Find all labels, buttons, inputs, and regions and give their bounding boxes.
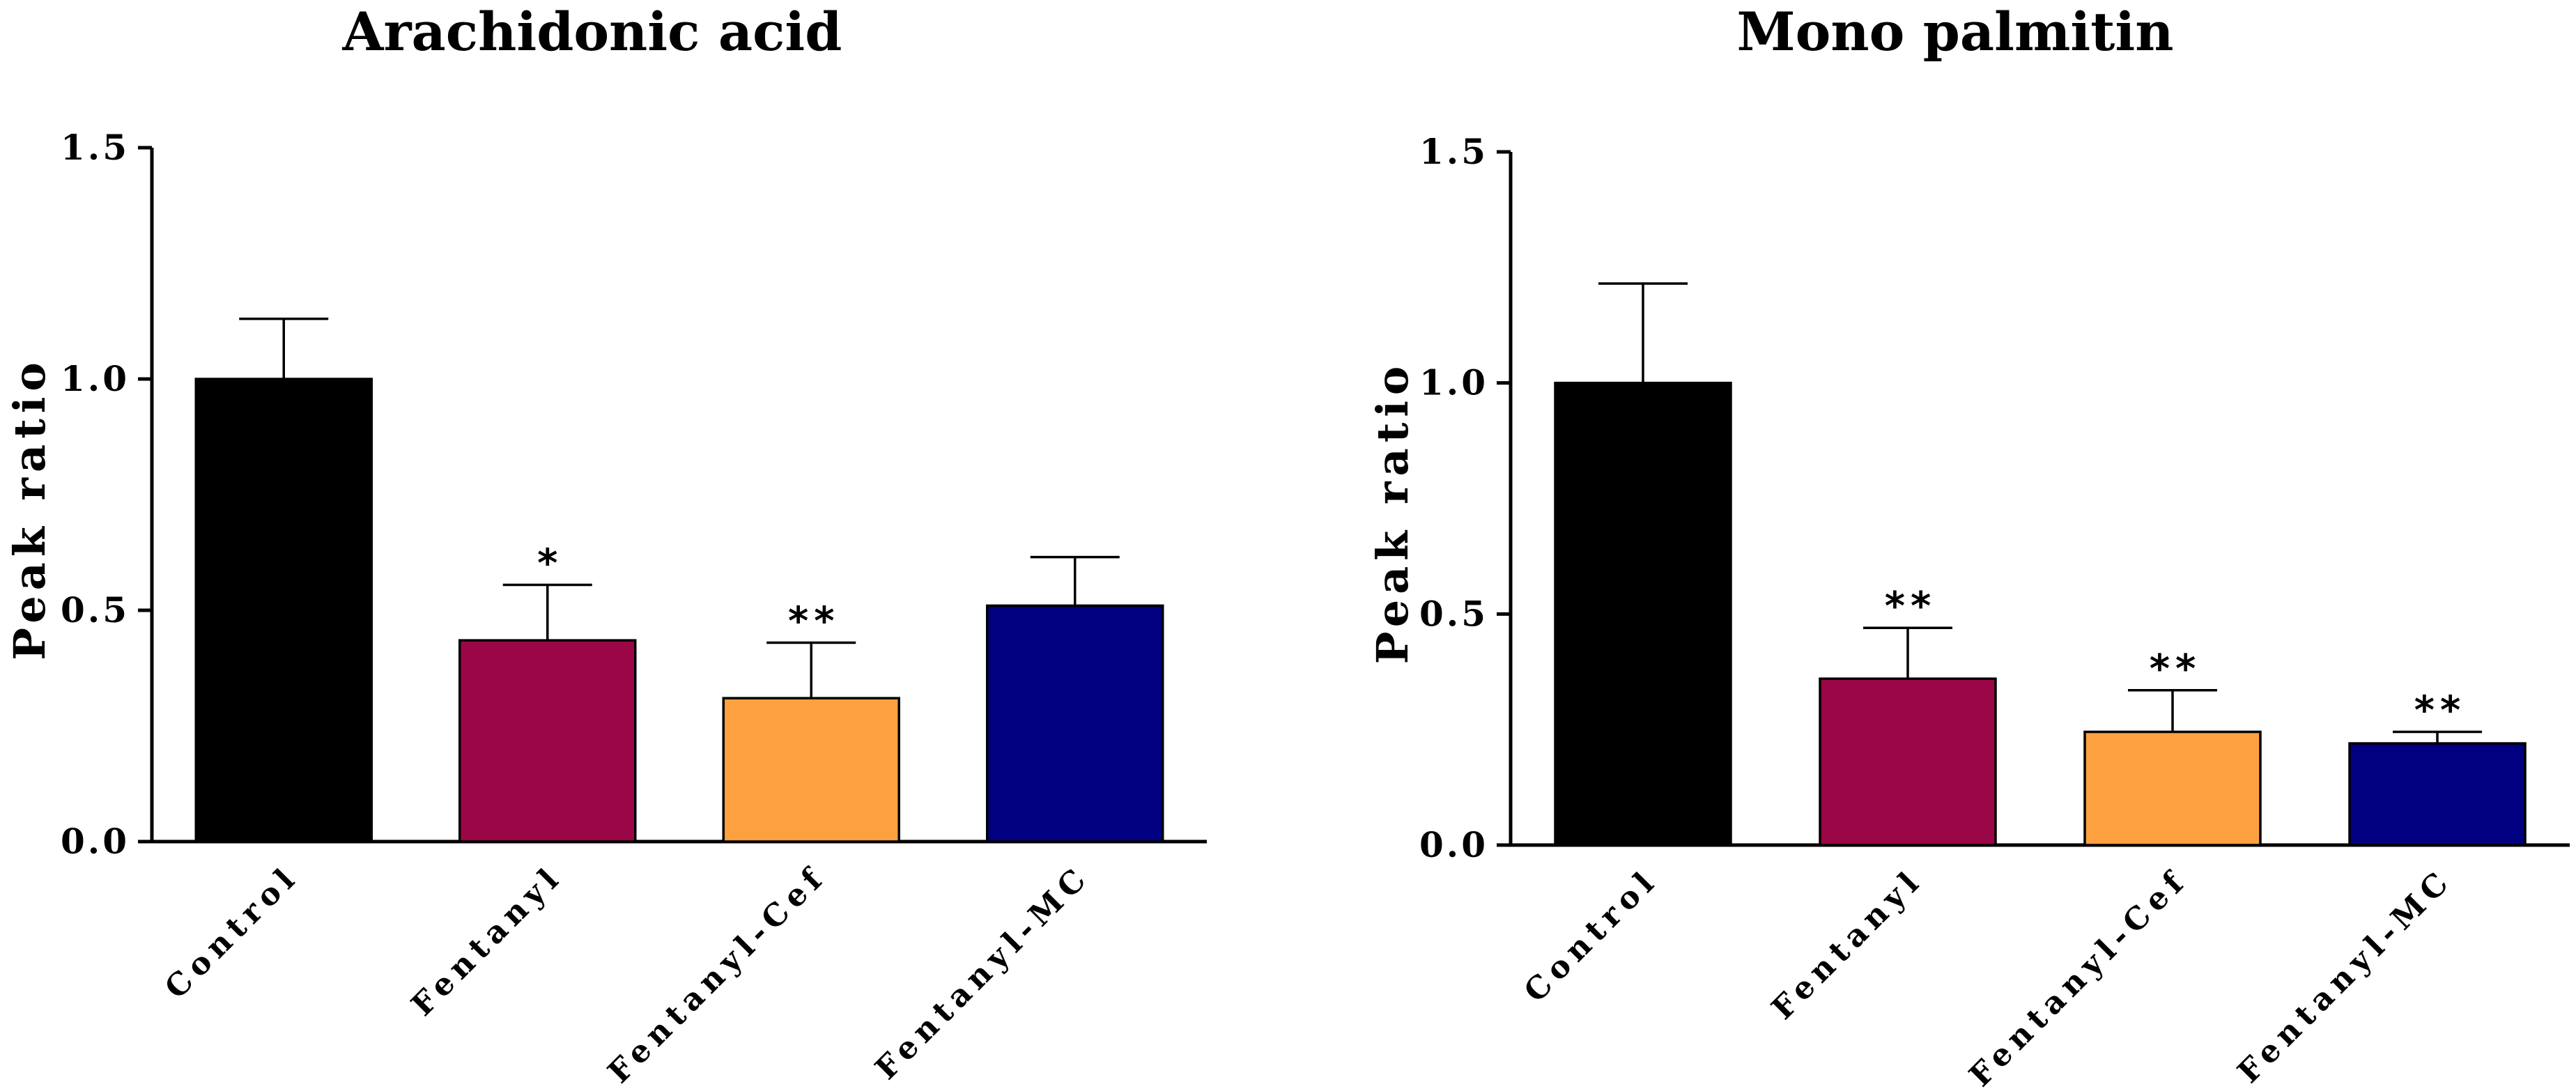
chart-title: Arachidonic acid bbox=[342, 1, 842, 63]
significance-fentanyl-cef: ** bbox=[2150, 647, 2202, 692]
y-tick-label: 0.5 bbox=[61, 589, 130, 630]
x-tick-label-control: Control bbox=[1518, 862, 1665, 1009]
bar-fentanyl-mc bbox=[2348, 742, 2527, 846]
significance-fentanyl-cef: ** bbox=[788, 598, 840, 644]
significance-fentanyl: * bbox=[537, 541, 563, 586]
bar-fentanyl bbox=[1819, 677, 1997, 846]
bar-control bbox=[1554, 381, 1732, 846]
x-tick-label-control: Control bbox=[158, 858, 306, 1006]
x-tick-label-fentanyl: Fentanyl bbox=[405, 858, 570, 1023]
bar-control bbox=[194, 378, 373, 843]
significance-fentanyl: ** bbox=[1885, 584, 1937, 629]
x-tick-label-fentanyl: Fentanyl bbox=[1765, 862, 1930, 1027]
x-tick-label-fentanyl-mc: Fentanyl-MC bbox=[868, 858, 1097, 1087]
x-tick-label-fentanyl-cef: Fentanyl-Cef bbox=[601, 858, 833, 1090]
y-tick-label: 1.0 bbox=[61, 358, 130, 399]
y-axis-title: Peak ratio bbox=[4, 357, 55, 660]
x-tick-label-fentanyl-cef: Fentanyl-Cef bbox=[1963, 862, 2195, 1091]
y-axis-title: Peak ratio bbox=[1367, 361, 1418, 665]
y-tick-label: 0.0 bbox=[61, 821, 130, 862]
y-tick-label: 0.0 bbox=[1419, 824, 1488, 865]
bar-fentanyl-cef bbox=[2083, 730, 2262, 846]
bar-fentanyl bbox=[458, 639, 637, 843]
chart-mono-palmitin: Mono palmitin 0.0 0.5 1.0 1.5 Peak ratio Contr… bbox=[1367, 1, 2570, 1091]
x-tick-label-fentanyl-mc: Fentanyl-MC bbox=[2231, 862, 2460, 1090]
y-tick-label: 0.5 bbox=[1419, 593, 1488, 634]
y-tick-label: 1.0 bbox=[1419, 362, 1488, 403]
chart-arachidonic-acid: Arachidonic acid 0.0 0.5 1.0 1.5 Peak ratio Co… bbox=[4, 1, 1207, 1090]
chart-title: Mono palmitin bbox=[1737, 1, 2174, 63]
bar-fentanyl-cef bbox=[722, 697, 900, 843]
bar-fentanyl-mc bbox=[986, 604, 1164, 843]
significance-fentanyl-mc: ** bbox=[2414, 688, 2467, 733]
y-tick-label: 1.5 bbox=[1419, 131, 1488, 172]
y-tick-label: 1.5 bbox=[61, 127, 130, 168]
